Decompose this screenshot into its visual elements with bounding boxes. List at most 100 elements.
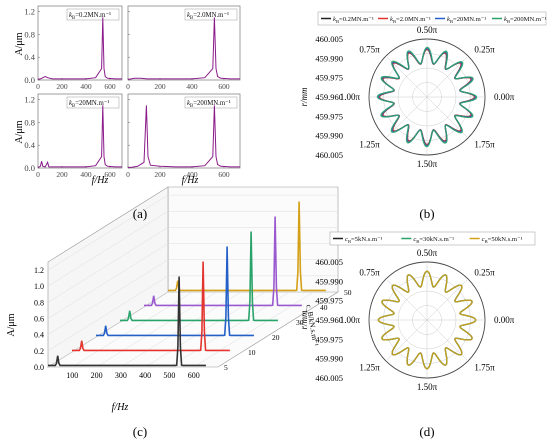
- radial-tick-label: 459.975: [315, 296, 343, 306]
- legend-box: [329, 231, 536, 246]
- grid-line: [47, 227, 169, 303]
- legend-box: [317, 11, 547, 26]
- legend: cB=5kN.s.m⁻¹ cB=30kN.s.m⁻¹ cB=50kN.s.m⁻¹: [329, 231, 536, 246]
- panel-c: 0.0 0.2 0.4 0.6 0.8 1.0 1.2 100 200 300 400 500 600 5…: [6, 186, 352, 413]
- angle-label: 1.25π: [359, 362, 380, 372]
- y-tick-label: 0.4: [24, 140, 35, 150]
- angle-label: 1.50π: [417, 382, 438, 392]
- angle-label: 1.75π: [474, 139, 495, 149]
- legend-label: kB=2.0MN.m⁻¹: [187, 12, 229, 21]
- angle-label: 0.75π: [359, 45, 380, 55]
- series-line: [37, 17, 122, 80]
- caption-a: (a): [133, 206, 147, 221]
- x-tick-label: 0: [36, 82, 40, 91]
- y-tick-label: 0.0: [24, 75, 35, 85]
- radial-tick-label: 459.960: [315, 92, 343, 102]
- legend-label: kB=20MN.m⁻¹: [447, 16, 486, 24]
- angle-label: 0.25π: [474, 268, 495, 278]
- y-tick-label: 1.2: [34, 266, 44, 275]
- legend-label: cB=30kN.s.m⁻¹: [413, 236, 454, 244]
- z-tick-label: 10: [248, 348, 256, 357]
- panel-d: cB=5kN.s.m⁻¹ cB=30kN.s.m⁻¹ cB=50kN.s.m⁻¹ 0.…: [299, 231, 536, 392]
- caption-c: (c): [133, 424, 147, 439]
- x-axis-label: f/Hz: [92, 175, 109, 186]
- series-line: [72, 261, 230, 352]
- legend-label: kB=0.2MN.m⁻¹: [333, 16, 374, 24]
- x-tick-label: 300: [115, 371, 127, 380]
- x-tick-label: 0: [126, 170, 130, 179]
- angle-label: 0.75π: [359, 268, 380, 278]
- radial-tick-label: 459.990: [315, 53, 343, 63]
- y-tick-label: 0.4: [24, 52, 35, 62]
- legend-label: kB=200MN.m⁻¹: [187, 100, 231, 109]
- legend-box: [66, 8, 120, 21]
- series-line: [120, 231, 278, 322]
- angle-label: 0.00π: [494, 315, 515, 325]
- subplot-a2: 0 200 400 600 kB=2.0MN.m⁻¹: [126, 5, 241, 91]
- z-tick-label: 20: [272, 333, 280, 342]
- legend-label: kB=20MN.m⁻¹: [69, 100, 109, 109]
- caption-b: (b): [419, 206, 434, 221]
- legend-box: [66, 96, 120, 109]
- radial-tick-label: 459.990: [315, 354, 343, 364]
- radial-tick-label: 460.005: [315, 34, 343, 44]
- grid-line: [47, 211, 169, 287]
- y-tick-label: 0.0: [34, 363, 44, 372]
- panel-b: kB=0.2MN.m⁻¹ kB=2.0MN.m⁻¹ kB=20MN.m⁻¹ kB=20…: [299, 11, 547, 169]
- series-line: [128, 105, 240, 168]
- angle-label: 1.75π: [474, 362, 495, 372]
- x-tick-label: 600: [218, 170, 230, 179]
- radial-tick-label: 459.975: [315, 73, 343, 83]
- grid-line: [47, 291, 169, 368]
- x-tick-label: 200: [154, 170, 166, 179]
- legend-label: cB=50kN.s.m⁻¹: [482, 236, 523, 244]
- angle-label: 0.50π: [417, 25, 438, 35]
- z-tick-label: 5: [224, 363, 228, 372]
- y-tick-label: 0.6: [34, 315, 44, 324]
- legend-label: kB=2.0MN.m⁻¹: [390, 16, 431, 24]
- subplot-a3: 0.0 0.4 0.8 1.2 0 200 400 600 kB=20MN.m⁻¹: [24, 93, 123, 179]
- y-axis-label: A/μm: [14, 32, 25, 55]
- y-tick-label: 1.0: [34, 282, 44, 291]
- grid-line: [47, 259, 169, 335]
- z-tick-label: 50: [344, 288, 352, 297]
- x-tick-label: 600: [104, 170, 116, 179]
- legend-box: [184, 96, 238, 109]
- x-tick-label: 600: [218, 82, 230, 91]
- radial-tick-label: 459.990: [315, 276, 343, 286]
- z-tick-label: 40: [320, 303, 328, 312]
- x-tick-label: 200: [56, 170, 68, 179]
- y-tick-label: 0.0: [24, 163, 35, 173]
- y-tick-label: 0.8: [34, 298, 44, 307]
- grid-line: [47, 194, 169, 271]
- legend-label: cB=5kN.s.m⁻¹: [345, 236, 383, 244]
- radial-axis-label: r/mm: [299, 87, 309, 107]
- radial-axis-label: r/mm: [299, 310, 309, 330]
- x-tick-label: 200: [91, 371, 103, 380]
- x-tick-label: 400: [186, 82, 198, 91]
- legend-label: kB=0.2MN.m⁻¹: [69, 12, 111, 21]
- legend-box: [184, 8, 238, 21]
- panel-a: 0.0 0.4 0.8 1.2 0 200 400 600 kB=0.2MN.m⁻¹ 0 200 40…: [14, 5, 241, 186]
- angle-label: 1.25π: [359, 139, 380, 149]
- y-tick-label: 0.4: [34, 331, 44, 340]
- y-tick-label: 1.2: [24, 7, 35, 17]
- series-line: [48, 276, 206, 367]
- grid-line: [47, 275, 169, 352]
- subplot-a1: 0.0 0.4 0.8 1.2 0 200 400 600 kB=0.2MN.m⁻¹: [24, 5, 123, 91]
- x-tick-label: 100: [66, 371, 78, 380]
- x-tick-label: 600: [188, 371, 200, 380]
- series-line: [144, 216, 302, 307]
- x-tick-label: 0: [126, 82, 130, 91]
- x-axis-label: f/Hz: [112, 402, 129, 413]
- radial-tick-label: 459.975: [315, 111, 343, 121]
- y-tick-label: 0.8: [24, 117, 35, 127]
- radial-tick-label: 460.005: [315, 257, 343, 267]
- series-line: [376, 46, 478, 148]
- x-tick-label: 400: [80, 170, 92, 179]
- x-tick-label: 200: [56, 82, 68, 91]
- series-line: [127, 17, 240, 80]
- radial-tick-label: 460.005: [315, 373, 343, 383]
- radial-tick-label: 459.975: [315, 334, 343, 344]
